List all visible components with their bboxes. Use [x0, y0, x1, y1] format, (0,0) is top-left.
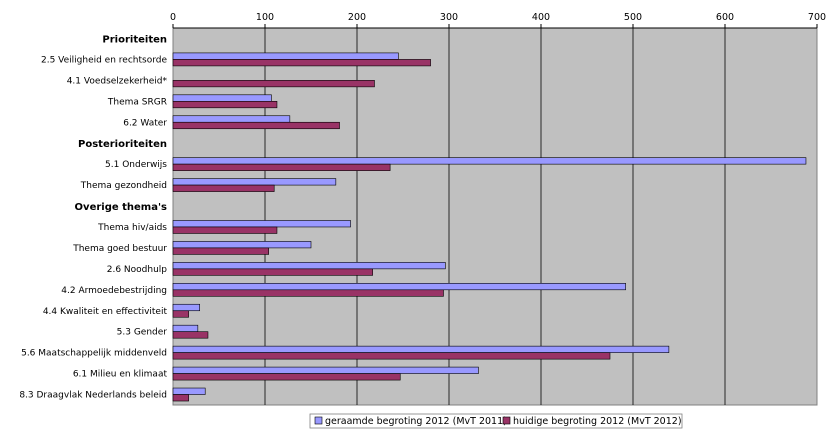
category-label: Thema goed bestuur	[72, 244, 167, 254]
bar-huidige	[172, 394, 189, 402]
bar-geraamde	[172, 241, 312, 249]
category-label: Thema hiv/aids	[97, 223, 167, 233]
bar-huidige	[172, 226, 278, 234]
category-label: 5.1 Onderwijs	[105, 160, 167, 170]
bar-huidige	[172, 121, 340, 130]
bar-geraamde	[172, 345, 670, 353]
bar-huidige	[172, 163, 391, 171]
bar-huidige	[172, 101, 278, 109]
category-label: 5.6 Maatschappelijk middenveld	[21, 349, 167, 359]
category-label: 6.2 Water	[123, 118, 167, 128]
category-label: 4.4 Kwaliteit en effectiviteit	[43, 307, 168, 317]
category-header: Prioriteiten	[102, 34, 167, 45]
plot-area	[172, 27, 818, 406]
bar-geraamde	[172, 366, 479, 374]
category-label: 2.5 Veiligheid en rechtsorde	[41, 55, 167, 65]
bar-geraamde	[172, 94, 272, 102]
bar-geraamde	[172, 387, 206, 395]
bar-geraamde	[172, 262, 446, 270]
x-tick-label: 200	[348, 12, 366, 23]
category-label: Thema SRGR	[107, 97, 167, 107]
legend-label: geraamde begroting 2012 (MvT 2011)	[325, 416, 507, 427]
category-label: 4.1 Voedselzekerheid*	[67, 76, 168, 86]
category-label: Thema gezondheid	[80, 181, 167, 191]
bar-geraamde	[172, 324, 199, 332]
legend-box	[309, 413, 683, 429]
bar-huidige	[172, 289, 444, 297]
category-label: 5.3 Gender	[117, 328, 168, 338]
x-tick-label: 0	[170, 12, 176, 23]
bar-geraamde	[172, 157, 807, 165]
category-header: Posterioriteiten	[78, 139, 167, 150]
category-label: 8.3 Draagvlak Nederlands beleid	[19, 391, 167, 401]
legend-swatch	[502, 416, 511, 425]
bar-huidige	[172, 373, 401, 381]
bar-huidige	[172, 268, 373, 276]
bar-huidige	[172, 331, 209, 339]
bar-geraamde	[172, 303, 200, 312]
bar-geraamde	[172, 52, 399, 60]
category-header: Overige thema's	[75, 202, 167, 213]
bar-geraamde	[172, 220, 351, 228]
bar-huidige	[172, 59, 431, 67]
bar-huidige	[172, 310, 189, 318]
bar-huidige	[172, 80, 375, 88]
x-tick-label: 300	[440, 12, 458, 23]
category-label: 2.6 Noodhulp	[107, 265, 168, 275]
x-tick-label: 400	[532, 12, 550, 23]
legend-label: huidige begroting 2012 (MvT 2012)	[513, 416, 682, 427]
x-tick-label: 500	[624, 12, 642, 23]
x-tick-label: 600	[716, 12, 734, 23]
bar-geraamde	[172, 115, 291, 123]
category-label: 4.2 Armoedebestrijding	[61, 286, 167, 296]
x-tick-label: 700	[808, 12, 826, 23]
legend-swatch	[314, 416, 323, 425]
bar-huidige	[172, 184, 275, 192]
bar-geraamde	[172, 178, 337, 186]
bar-huidige	[172, 247, 269, 255]
bar-geraamde	[172, 283, 626, 291]
category-label: 6.1 Milieu en klimaat	[73, 370, 168, 380]
x-tick-label: 100	[256, 12, 274, 23]
bar-huidige	[172, 352, 611, 360]
